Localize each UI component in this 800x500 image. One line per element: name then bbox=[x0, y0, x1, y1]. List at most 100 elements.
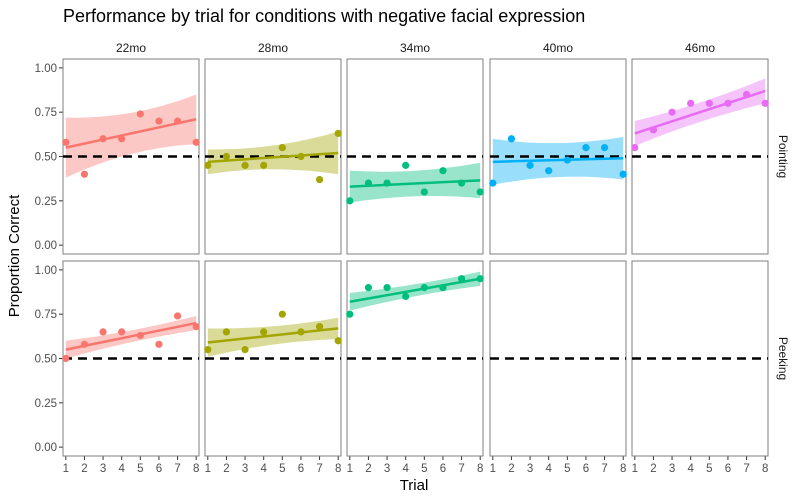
data-point bbox=[99, 328, 107, 336]
data-point bbox=[155, 340, 163, 348]
data-point bbox=[260, 161, 268, 169]
data-point bbox=[600, 144, 609, 152]
data-point bbox=[724, 99, 732, 107]
data-point bbox=[346, 310, 354, 318]
data-point bbox=[118, 328, 126, 336]
x-tick-label: 8 bbox=[193, 463, 199, 475]
data-point bbox=[507, 135, 516, 143]
fit-line bbox=[207, 327, 339, 344]
data-point bbox=[489, 179, 497, 187]
x-tick-label: 7 bbox=[174, 463, 180, 475]
strip-label-pointing: Pointing bbox=[776, 135, 790, 178]
panel-peeking-22mo bbox=[62, 260, 200, 457]
panel-pointing-46mo bbox=[631, 58, 769, 255]
data-point bbox=[631, 144, 639, 152]
x-tick-label: 7 bbox=[743, 463, 749, 475]
y-axis-title: Proportion Correct bbox=[6, 194, 23, 317]
x-tick-label: 8 bbox=[762, 463, 768, 475]
x-tick-label: 2 bbox=[508, 463, 514, 475]
x-axis-title: Trial bbox=[400, 477, 429, 494]
panels-group: 22mo 28mo 34mo 40mo 46mo Pointing Peeking 0.00 0… bbox=[35, 41, 790, 475]
x-tick-label: 1 bbox=[632, 463, 638, 475]
data-point bbox=[222, 152, 231, 161]
fit-line bbox=[492, 157, 624, 164]
data-point bbox=[80, 340, 89, 348]
data-point bbox=[297, 152, 305, 161]
data-point bbox=[260, 328, 268, 336]
x-tick-label: 3 bbox=[669, 463, 675, 475]
x-tick-label: 4 bbox=[260, 463, 267, 475]
confidence-band bbox=[207, 131, 339, 175]
x-tick-label: 2 bbox=[365, 463, 371, 475]
data-point bbox=[204, 346, 212, 354]
data-point bbox=[457, 179, 466, 187]
strip-label-22mo: 22mo bbox=[116, 41, 146, 55]
data-point bbox=[439, 167, 447, 175]
data-point bbox=[582, 144, 590, 152]
x-tick-label: 4 bbox=[118, 463, 125, 475]
x-tick-label: 2 bbox=[81, 463, 87, 475]
y-tick-label: 0.25 bbox=[35, 196, 57, 208]
panel-peeking-28mo bbox=[204, 260, 342, 457]
panel-pointing-28mo bbox=[204, 58, 342, 255]
data-point bbox=[563, 156, 571, 164]
strip-label-peeking: Peeking bbox=[776, 337, 790, 380]
chart-title: Performance by trial for conditions with… bbox=[63, 6, 585, 26]
data-point bbox=[619, 170, 627, 178]
x-tick-label: 6 bbox=[725, 463, 731, 475]
x-tick-label: 8 bbox=[477, 463, 483, 475]
x-tick-label: 5 bbox=[564, 463, 570, 475]
data-point bbox=[315, 322, 324, 331]
x-tick-label: 3 bbox=[527, 463, 533, 475]
data-point bbox=[668, 108, 676, 116]
data-point bbox=[742, 90, 751, 99]
data-point bbox=[62, 138, 70, 146]
x-tick-label: 6 bbox=[156, 463, 162, 475]
panel-peeking-46mo bbox=[631, 260, 769, 457]
data-point bbox=[278, 144, 286, 152]
data-point bbox=[402, 161, 410, 169]
data-point bbox=[649, 126, 658, 134]
data-point bbox=[334, 337, 342, 345]
x-tick-label: 1 bbox=[347, 463, 353, 475]
x-tick-label: 5 bbox=[706, 463, 712, 475]
panel-pointing-22mo bbox=[62, 58, 200, 255]
x-tick-label: 3 bbox=[100, 463, 106, 475]
strip-label-46mo: 46mo bbox=[685, 41, 715, 55]
data-point bbox=[315, 175, 324, 184]
x-tick-label: 1 bbox=[490, 463, 496, 475]
x-tick-label: 1 bbox=[63, 463, 69, 475]
data-point bbox=[204, 161, 212, 169]
x-tick-label: 4 bbox=[402, 463, 409, 475]
data-point bbox=[383, 179, 391, 187]
x-tick-label: 7 bbox=[458, 463, 464, 475]
panel-pointing-40mo bbox=[489, 58, 627, 255]
data-point bbox=[80, 170, 89, 178]
data-point bbox=[420, 283, 428, 292]
data-point bbox=[99, 135, 107, 143]
y-tick-label: 0.50 bbox=[35, 354, 57, 366]
x-tick-label: 8 bbox=[620, 463, 626, 475]
data-point bbox=[705, 99, 713, 107]
strip-label-28mo: 28mo bbox=[258, 41, 288, 55]
x-tick-label: 5 bbox=[137, 463, 143, 475]
data-point bbox=[476, 275, 484, 283]
y-tick-label: 1.00 bbox=[35, 63, 57, 75]
x-tick-label: 8 bbox=[335, 463, 341, 475]
y-tick-label: 0.00 bbox=[35, 240, 57, 252]
data-point bbox=[297, 328, 305, 336]
panel-peeking-34mo bbox=[346, 260, 484, 457]
data-point bbox=[278, 310, 286, 318]
x-tick-label: 4 bbox=[687, 463, 694, 475]
y-tick-label: 0.75 bbox=[35, 309, 57, 321]
data-point bbox=[222, 328, 231, 336]
data-point bbox=[545, 167, 553, 175]
fit-line bbox=[634, 89, 766, 135]
x-tick-label: 2 bbox=[223, 463, 229, 475]
data-point bbox=[192, 322, 200, 331]
x-tick-label: 5 bbox=[279, 463, 285, 475]
data-point bbox=[364, 179, 373, 187]
data-point bbox=[241, 346, 249, 354]
x-tick-label: 1 bbox=[205, 463, 211, 475]
